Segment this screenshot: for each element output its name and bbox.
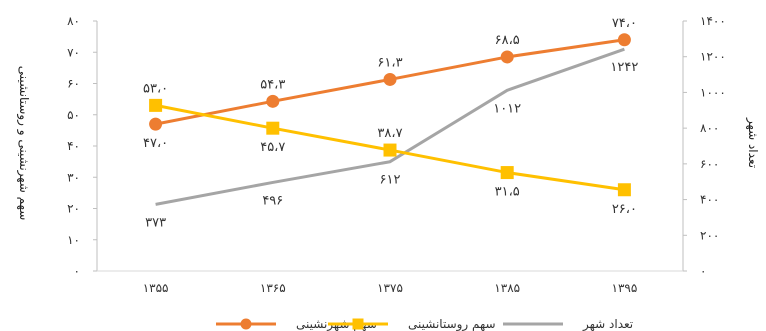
data-label: ۴۷،۰: [143, 136, 168, 151]
left-tick-label: ۷۰: [67, 45, 80, 59]
x-tick-label: ۱۳۸۵: [494, 281, 520, 295]
data-point-square: [266, 121, 280, 135]
left-tick-label: ۴۰: [67, 139, 80, 153]
legend-swatch-marker: [352, 318, 364, 330]
x-tick-label: ۱۳۷۵: [377, 281, 403, 295]
right-tick-label: ۴۰۰: [700, 193, 719, 207]
data-label: ۳۸،۷: [377, 126, 402, 141]
right-tick-label: ۱۲۰۰: [700, 50, 726, 64]
data-point-square: [617, 183, 631, 197]
data-label: ۱۲۴۲: [610, 60, 638, 75]
data-label: ۴۹۶: [262, 193, 283, 208]
data-label: ۱۰۱۲: [493, 101, 521, 116]
left-tick-label: ۲۰: [67, 202, 80, 216]
axes: ۰۱۰۲۰۳۰۴۰۵۰۶۰۷۰۸۰۰۲۰۰۴۰۰۶۰۰۸۰۰۱۰۰۰۱۲۰۰۱۴…: [67, 14, 726, 295]
data-point-circle: [500, 50, 514, 64]
data-label: ۵۳،۰: [143, 81, 168, 96]
legend-label: سهم روستانشینی: [408, 317, 496, 331]
data-point-square: [383, 143, 397, 157]
data-label: ۲۶،۰: [612, 202, 637, 217]
data-point-circle: [149, 117, 163, 131]
data-label: ۳۱،۵: [495, 185, 520, 200]
data-point-circle: [617, 33, 631, 47]
left-tick-label: ۸۰: [67, 14, 80, 28]
x-tick-label: ۱۳۶۵: [260, 281, 286, 295]
data-label: ۶۸،۵: [495, 33, 520, 48]
data-label: ۵۴،۳: [260, 77, 285, 92]
data-point-square: [149, 98, 163, 112]
series-layer: [149, 33, 631, 206]
legend: سهم شهرنشینی سهم روستانشینی تعداد شهر: [216, 317, 633, 331]
x-tick-label: ۱۳۹۵: [612, 281, 638, 295]
x-tick-label: ۱۳۵۵: [143, 281, 169, 295]
right-tick-label: ۰: [700, 264, 706, 278]
left-tick-label: ۰: [74, 264, 80, 278]
series-line: [155, 47, 625, 206]
left-tick-label: ۵۰: [67, 108, 80, 122]
data-label: ۳۷۳: [145, 215, 166, 230]
data-label: ۷۴،۰: [612, 16, 637, 31]
data-point-circle: [266, 94, 280, 108]
right-tick-label: ۸۰۰: [700, 121, 719, 135]
right-tick-label: ۱۴۰۰: [700, 14, 726, 28]
legend-label: تعداد شهر: [582, 317, 633, 331]
data-label: ۴۵،۷: [260, 140, 285, 155]
left-axis-title: سهم شهرنشینی و روستانشینی: [16, 66, 31, 221]
right-tick-label: ۱۰۰۰: [700, 85, 726, 99]
left-tick-label: ۶۰: [67, 77, 80, 91]
data-point-square: [500, 166, 514, 180]
left-tick-label: ۳۰: [67, 170, 80, 184]
right-tick-label: ۶۰۰: [700, 157, 719, 171]
data-labels: ۳۷۳ ۴۹۶ ۶۱۲ ۱۰۱۲ ۱۲۴۲ ۴۷،۰ ۵۴،۳ ۶۱،۳ ۶۸،۵ ۷۴،۰ ۵۳،…: [143, 16, 638, 231]
data-point-circle: [383, 72, 397, 86]
right-axis-title: تعداد شهر: [745, 117, 760, 168]
left-tick-label: ۱۰: [67, 233, 80, 247]
data-label: ۶۱،۳: [377, 55, 402, 70]
right-tick-label: ۲۰۰: [700, 228, 719, 242]
legend-swatch-marker: [240, 318, 252, 330]
data-label: ۶۱۲: [380, 173, 401, 188]
